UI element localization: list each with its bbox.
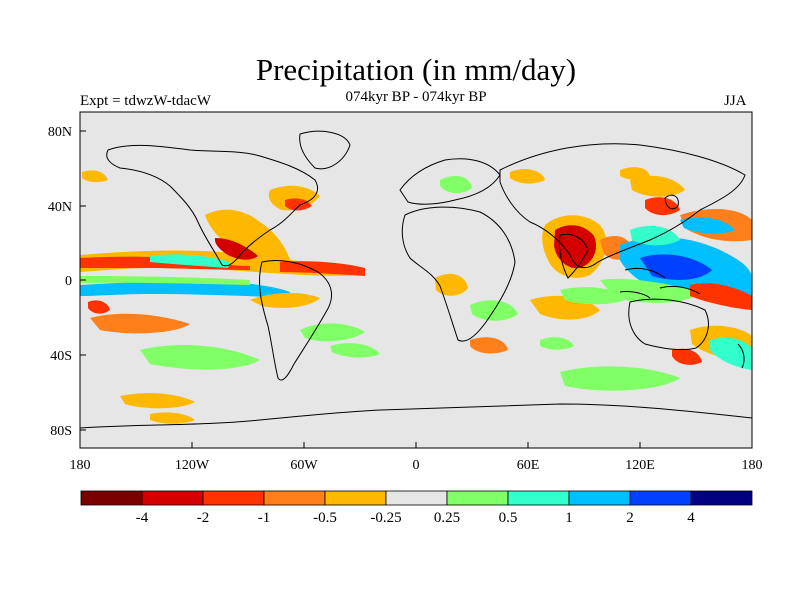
x-tick-label: 180 [70,458,91,473]
axis-ticks [79,130,753,448]
colorbar-label: -2 [197,510,210,526]
contour-wpac-green [600,278,700,303]
colorbar-label: 4 [687,510,695,526]
colorbar-swatch [446,490,509,506]
coast-asia [499,143,746,269]
coast-india [559,233,589,279]
contour-so-green2 [330,343,380,358]
contour-npac-blue [680,217,735,234]
period-label: 074kyr BP - 074kyr BP [345,89,487,105]
coast-south-america [259,259,333,381]
x-tick-label: 0 [413,458,420,473]
colorbar-swatch [141,490,204,506]
contour-caribbean-orange [205,209,290,266]
colorbar-label: 1 [565,510,573,526]
colorbar-label: 2 [626,510,634,526]
contour-itcz-cyan [150,254,230,268]
contour-npac-orange2 [630,175,685,197]
coastlines [80,130,752,429]
contour-sp-orange [90,313,190,334]
colorbar-label: -0.5 [313,510,337,526]
contour-wpac-red [690,283,752,310]
colorbar-swatch [690,490,753,506]
y-tick-label: 40S [50,349,72,364]
contour-so-orange2 [150,412,195,424]
contour-sp-orange2 [88,300,110,314]
contour-so-green [560,366,680,391]
y-tick-label: 80N [48,125,72,140]
contour-itcz-blue [80,281,290,298]
y-tick-label: 0 [65,274,72,289]
colorbar-swatch [629,490,692,506]
y-tick-label: 80S [50,424,72,439]
contour-natl-orange [510,169,545,184]
contour-safrica-orange [470,337,508,354]
colorbar-swatch [324,490,387,506]
colorbar-swatch [80,490,143,506]
contour-gulf-red [285,198,312,211]
x-tick-label: 120W [175,458,210,473]
contour-spac-cyan [710,337,752,370]
colorbar-labels: -4 -2 -1 -0.5 -0.25 0.25 0.5 1 2 4 [136,510,696,526]
colorbar-swatch [568,490,631,506]
season-label: JJA [724,93,747,109]
x-tick-label: 60W [290,458,318,473]
contour-natl-orange2 [82,170,108,183]
colorbar-label: 0.5 [499,510,518,526]
colorbar-label: -1 [258,510,271,526]
experiment-label: Expt = tdwzW-tdacW [80,93,211,109]
y-tick-label: 40N [48,200,72,215]
precip-contours [80,167,752,424]
contour-so-green3 [540,337,574,350]
contour-india-red [554,225,597,269]
y-tick-labels: 80N 40N 0 40S 80S [48,125,72,439]
colorbar-swatch [202,490,265,506]
colorbar-swatch [507,490,570,506]
colorbar-label: -0.25 [370,510,401,526]
coast-maritime [619,267,701,299]
coast-greenland [299,130,351,170]
coast-antarctica [80,403,752,429]
page-title: Precipitation (in mm/day) [255,52,577,87]
coast-japan [664,194,679,210]
colorbar-label: 0.25 [434,510,460,526]
contour-spac-red [672,348,702,365]
contour-so-orange [120,393,195,409]
coast-australia [628,298,709,351]
contour-atlantic-orange [250,292,320,308]
contour-africa-orange [435,273,468,296]
contour-caribbean-red [214,238,258,260]
contour-natl-green [440,175,472,194]
contour-eurasia-orange [620,167,650,180]
colorbar-swatch [385,490,448,506]
contour-wpac-cyan [630,225,680,246]
contour-sp-green [140,345,260,370]
coast-north-america [106,144,319,267]
coast-newzealand [737,343,745,369]
x-tick-labels: 180 120W 60W 0 60E 120E 180 [70,458,763,473]
colorbar [80,490,753,506]
x-tick-label: 60E [517,458,540,473]
x-tick-label: 180 [742,458,763,473]
contour-itcz-green [80,276,250,285]
coast-africa [401,206,516,342]
colorbar-swatch [263,490,326,506]
contour-japan-red [645,197,680,216]
x-tick-label: 120E [625,458,655,473]
colorbar-label: -4 [136,510,149,526]
